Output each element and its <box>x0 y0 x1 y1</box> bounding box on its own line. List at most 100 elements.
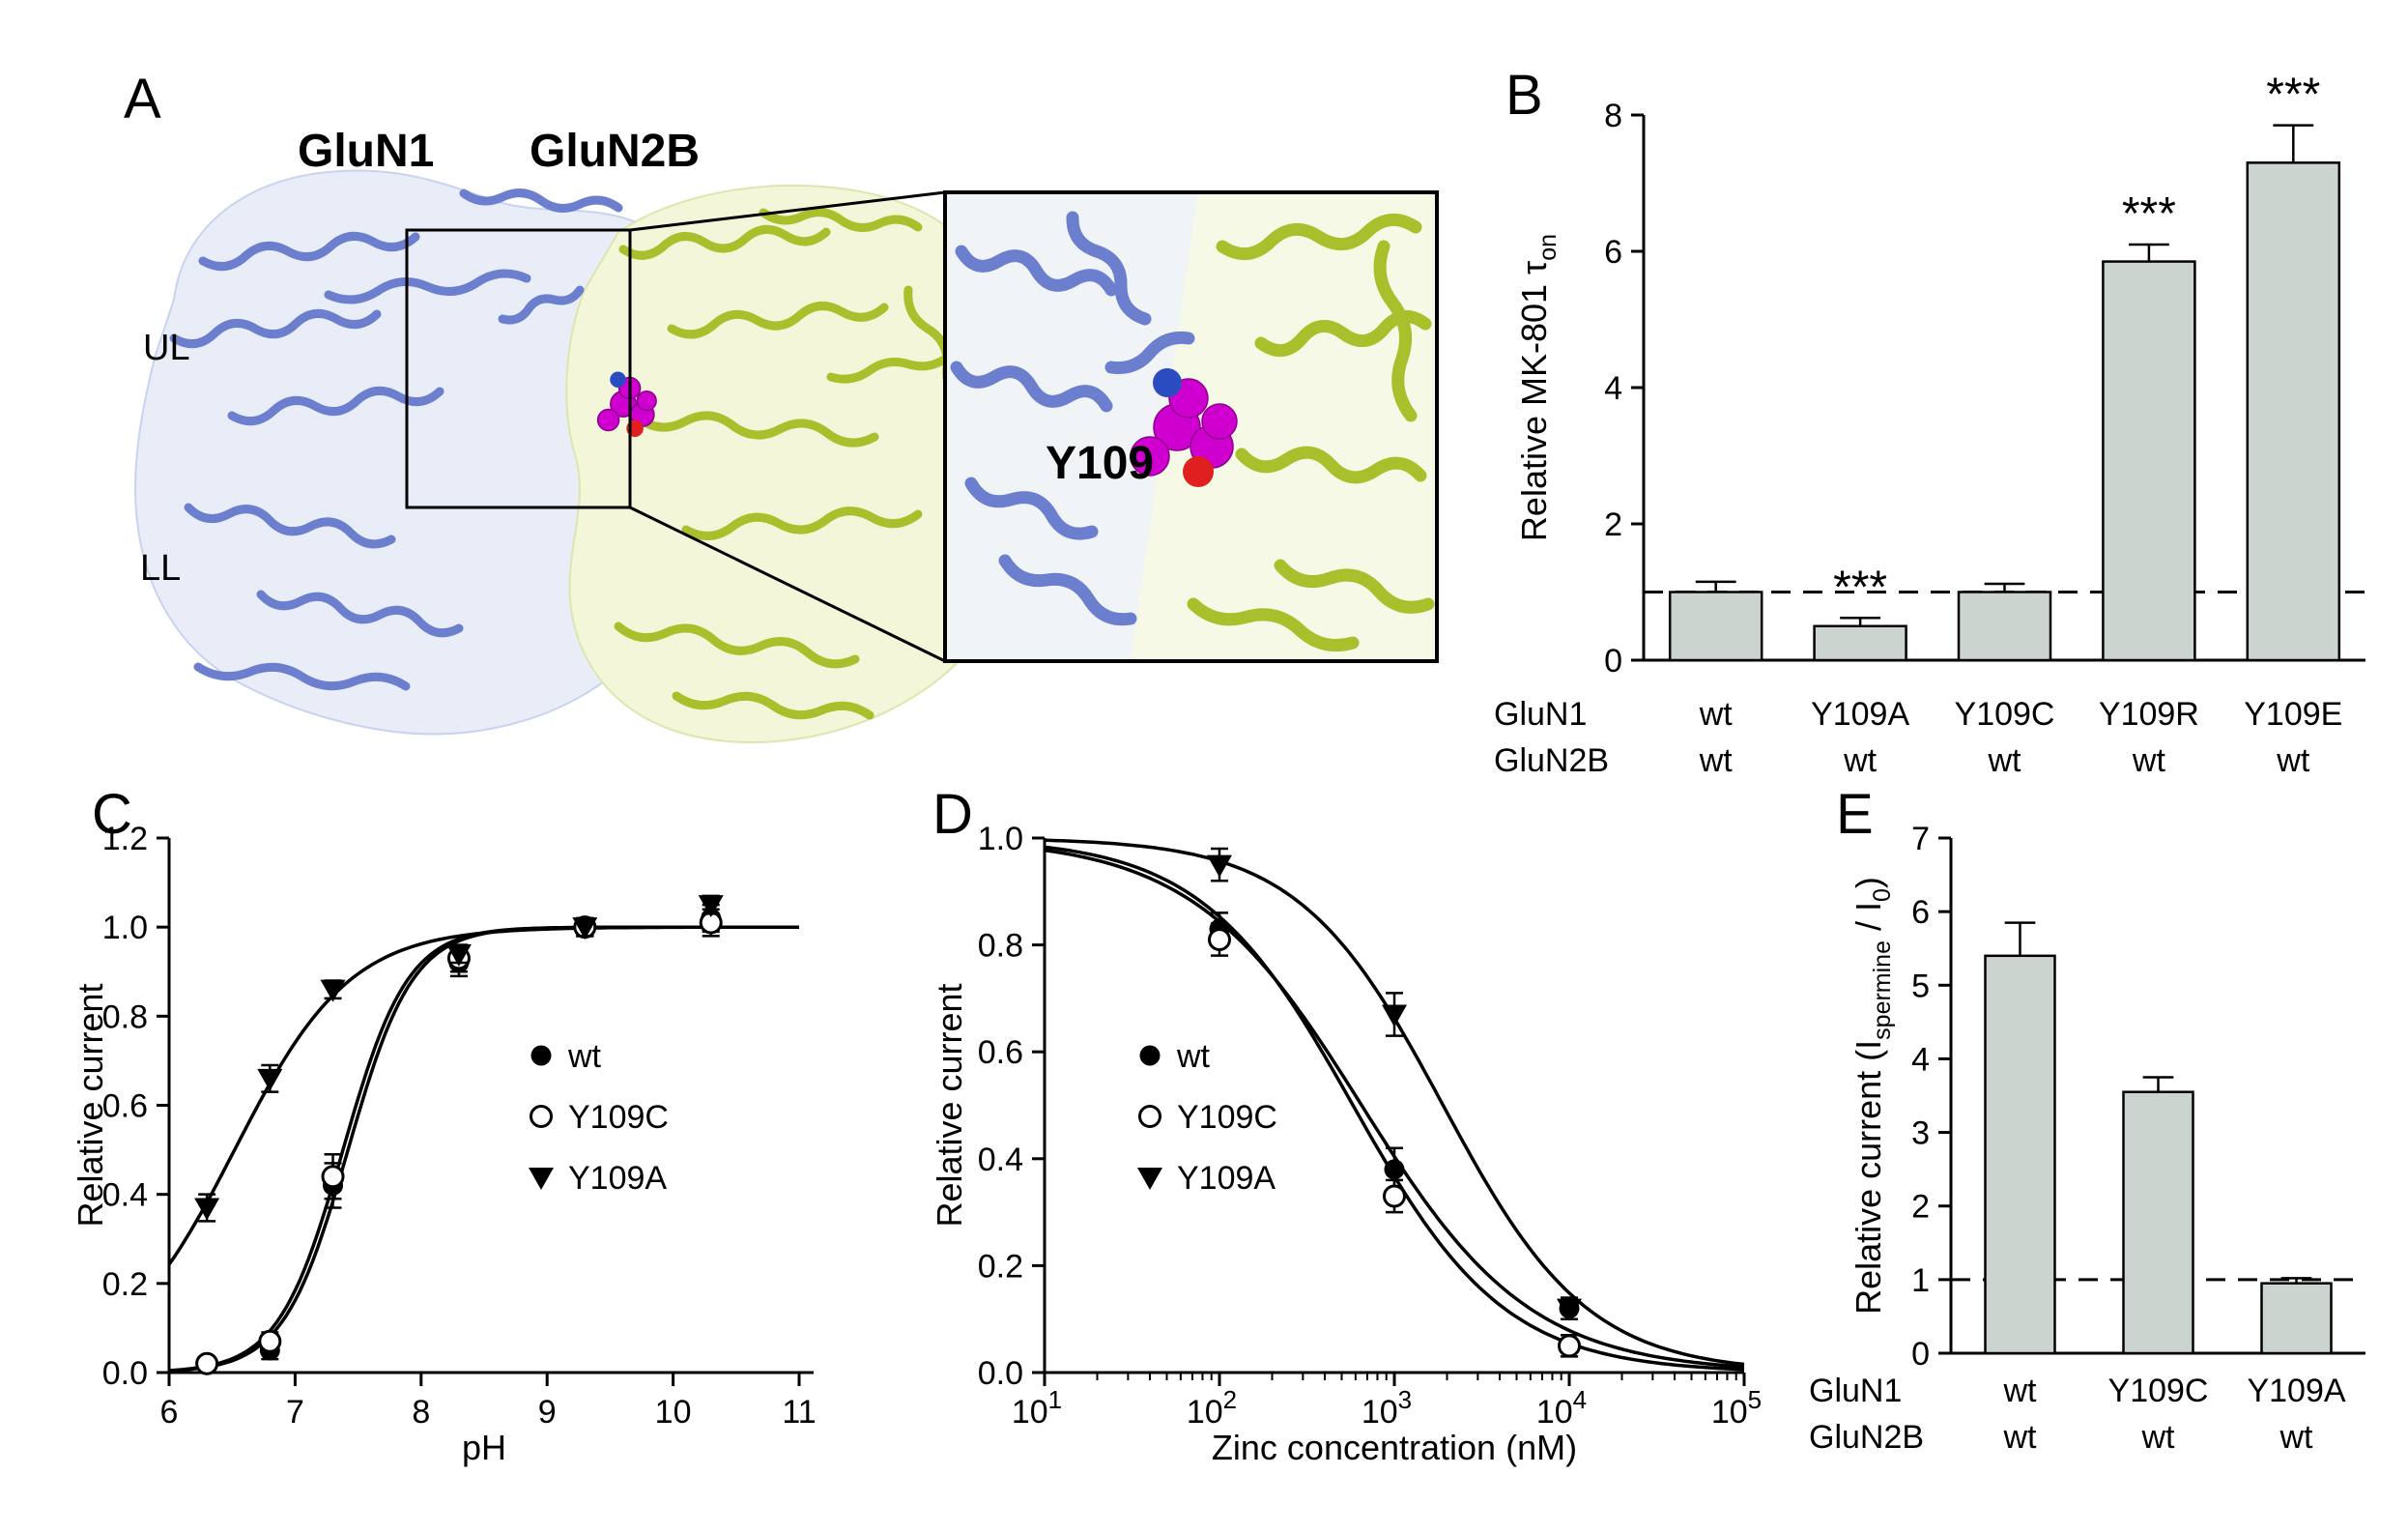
panel-c-line-chart: C 0.0 0.2 0.4 0.6 0.8 1.0 1.2 6 7 8 9 10 11 pH Relative… <box>71 783 817 1467</box>
svg-text:6: 6 <box>1911 894 1930 931</box>
glun1-ribbon <box>498 285 585 325</box>
svg-text:0.6: 0.6 <box>102 1088 148 1125</box>
svg-text:0.0: 0.0 <box>978 1355 1023 1392</box>
panel-c-plot: C 0.0 0.2 0.4 0.6 0.8 1.0 1.2 6 7 8 9 10 11 pH Relative… <box>71 783 817 1467</box>
svg-text:wt: wt <box>567 1038 602 1075</box>
residue-sphere <box>1130 436 1170 477</box>
panel-e-bar-chart: E 0 1 2 3 4 5 6 7 Relative current (Ispermine / I… <box>1809 783 2365 1456</box>
glun1-ribbon <box>193 662 411 691</box>
svg-text:***: *** <box>1833 562 1887 613</box>
svg-text:4: 4 <box>1604 370 1622 407</box>
svg-text:1: 1 <box>1911 1262 1930 1299</box>
svg-text:105: 105 <box>1711 1385 1762 1431</box>
filled-circle-marker <box>530 1045 552 1066</box>
open-circle-marker <box>1208 928 1231 952</box>
svg-text:5: 5 <box>1911 968 1930 1004</box>
svg-text:GluN2B: GluN2B <box>1494 742 1609 779</box>
svg-text:E: E <box>1836 783 1874 846</box>
glun2b-ribbon <box>759 208 923 232</box>
svg-text:GluN1: GluN1 <box>1809 1373 1902 1409</box>
glun1-ribbon <box>459 188 623 213</box>
svg-text:***: *** <box>2122 188 2176 240</box>
glun2b-ribbon <box>1274 559 1435 614</box>
triangle-down-marker <box>1207 854 1232 878</box>
filled-circle-marker <box>1139 1045 1161 1066</box>
triangle-down-marker <box>194 1198 220 1221</box>
svg-text:wt: wt <box>1988 742 2022 779</box>
nitrogen-sphere <box>610 371 626 388</box>
svg-text:***: *** <box>2266 70 2320 121</box>
svg-text:Y109C: Y109C <box>1177 1099 1277 1136</box>
svg-text:pH: pH <box>462 1428 506 1467</box>
svg-text:0.2: 0.2 <box>102 1266 148 1303</box>
svg-text:101: 101 <box>1012 1385 1062 1431</box>
svg-text:wt: wt <box>2132 742 2166 779</box>
svg-text:Y109A: Y109A <box>2247 1373 2345 1409</box>
panel-d-line-chart: D 0.0 0.2 0.4 0.6 0.8 1.0 101 102 103 104 105 Zinc c… <box>930 783 1762 1467</box>
open-circle-marker <box>1558 1334 1581 1358</box>
glun1-ribbon <box>227 386 444 426</box>
svg-text:wt: wt <box>2003 1419 2038 1456</box>
panel-a-structure: A GluN1 GluN2B UL LL Y109 <box>124 68 1439 744</box>
panel-b-plot: B 0 2 4 6 8 Relative MK-801 τon wt wt *** Y109A wt Y… <box>1494 64 2365 779</box>
triangle-down-marker <box>529 1168 554 1190</box>
svg-text:wt: wt <box>1699 696 1734 733</box>
glun2b-ribbon <box>681 506 923 540</box>
svg-text:Y109C: Y109C <box>1955 696 2055 733</box>
open-circle-marker <box>195 1351 219 1375</box>
residue-sphere <box>1201 403 1238 440</box>
svg-text:D: D <box>932 783 973 846</box>
bar <box>1668 591 1763 662</box>
zoom-connector-bottom <box>629 506 946 663</box>
glun2b-ribbon <box>633 411 879 448</box>
bar <box>2122 1090 2194 1355</box>
svg-text:3: 3 <box>1911 1115 1930 1152</box>
svg-text:Y109E: Y109E <box>2244 696 2342 733</box>
svg-text:0.4: 0.4 <box>102 1177 148 1214</box>
fit-curve <box>1044 838 1745 1367</box>
glun1-ribbon <box>950 361 1113 413</box>
svg-text:2: 2 <box>1604 506 1622 543</box>
glun1-ribbon <box>256 590 464 638</box>
glun1-ribbon <box>998 554 1137 626</box>
residue-sphere <box>596 408 620 432</box>
svg-text:1.0: 1.0 <box>102 910 148 946</box>
bar <box>1957 591 2052 662</box>
bar <box>2246 161 2341 662</box>
svg-text:Y109A: Y109A <box>568 1160 667 1197</box>
y-axis-label: Relative current (Ispermine / I0) <box>1849 877 1896 1315</box>
triangle-down-marker <box>1382 1004 1407 1027</box>
bar <box>1813 624 1907 662</box>
fit-curve <box>168 925 799 1373</box>
svg-text:wt: wt <box>1843 742 1878 779</box>
triangle-down-marker <box>445 943 472 967</box>
zoom-source-box <box>405 228 632 509</box>
glun2b-ribbon <box>1373 240 1418 422</box>
svg-text:wt: wt <box>2279 1419 2314 1456</box>
svg-text:10: 10 <box>655 1394 692 1431</box>
zoom-connector-top <box>629 190 946 232</box>
svg-text:B: B <box>1505 64 1543 127</box>
triangle-down-marker <box>1137 1168 1162 1190</box>
oxygen-sphere <box>1183 456 1214 487</box>
residue-sphere <box>636 390 657 412</box>
svg-text:0.0: 0.0 <box>102 1355 148 1392</box>
triangle-down-marker <box>698 895 724 918</box>
svg-text:Zinc concentration (nM): Zinc concentration (nM) <box>1212 1428 1577 1467</box>
svg-text:7: 7 <box>1911 821 1930 857</box>
triangle-down-marker <box>320 979 346 1002</box>
panel-d-plot: D 0.0 0.2 0.4 0.6 0.8 1.0 101 102 103 104 105 Zinc c… <box>930 783 1762 1467</box>
glun1-ribbon <box>184 503 396 549</box>
svg-text:0: 0 <box>1604 643 1622 680</box>
bar <box>1984 954 2056 1355</box>
triangle-down-marker <box>1557 1298 1582 1321</box>
bar <box>2102 260 2196 662</box>
panel-e-plot: E 0 1 2 3 4 5 6 7 Relative current (Ispermine / I… <box>1809 783 2365 1456</box>
svg-text:wt: wt <box>2141 1419 2176 1456</box>
svg-text:wt: wt <box>2003 1373 2038 1409</box>
svg-text:wt: wt <box>2276 742 2310 779</box>
glun1-ribbon <box>955 245 1118 297</box>
svg-text:11: 11 <box>782 1394 816 1431</box>
svg-text:2: 2 <box>1911 1189 1930 1226</box>
glun2b-ribbon <box>1216 214 1422 260</box>
